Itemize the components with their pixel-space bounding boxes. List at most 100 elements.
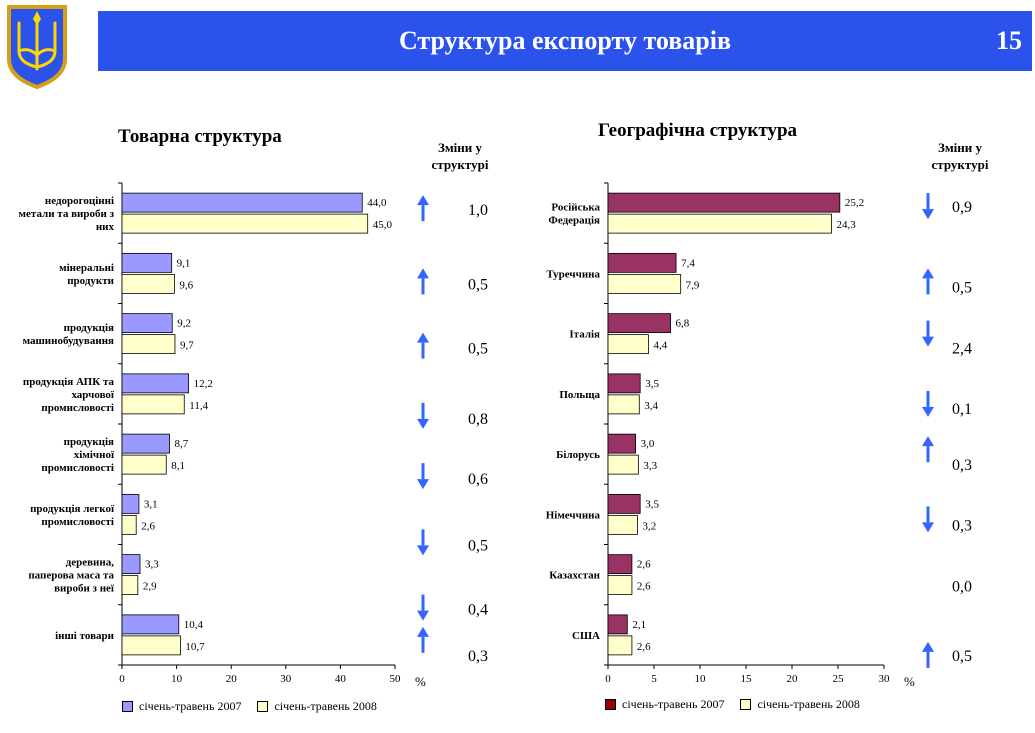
data-label-2008: 7,9 bbox=[686, 279, 700, 291]
x-tick-label: 5 bbox=[651, 673, 657, 685]
bar-2008 bbox=[607, 334, 649, 355]
arrow-head bbox=[417, 479, 429, 490]
x-tick-label: 25 bbox=[833, 673, 845, 685]
category-label: Казахстан bbox=[549, 570, 600, 582]
commodity-legend: січень-травень 2007 січень-травень 2008 bbox=[122, 699, 377, 714]
bar-2008 bbox=[121, 575, 139, 596]
data-label-2008: 2,9 bbox=[143, 581, 157, 593]
change-value: 1,0 bbox=[468, 202, 488, 219]
arrow-head bbox=[922, 406, 934, 417]
trident-emblem-icon bbox=[7, 5, 67, 89]
bar-2007 bbox=[121, 614, 180, 635]
category-label: продукція легкої промисловості bbox=[30, 503, 115, 528]
page-number: 15 bbox=[996, 26, 1022, 55]
change-value: 2,4 bbox=[952, 341, 972, 358]
x-tick-label: 20 bbox=[787, 673, 799, 685]
bar-2007 bbox=[121, 252, 173, 273]
change-value: 0,3 bbox=[468, 648, 488, 665]
x-unit-label: % bbox=[415, 674, 426, 689]
bar-2008 bbox=[121, 394, 185, 415]
arrow-head bbox=[922, 336, 934, 347]
legend-swatch-2008 bbox=[257, 701, 269, 712]
data-label-2008: 10,7 bbox=[185, 641, 205, 653]
data-label-2007: 3,0 bbox=[641, 438, 655, 450]
data-label-2007: 25,2 bbox=[845, 197, 864, 209]
change-value: 0,4 bbox=[468, 602, 488, 619]
change-value: 0,3 bbox=[952, 517, 972, 534]
bar-2007 bbox=[607, 433, 637, 454]
geo-legend: січень-травень 2007 січень-травень 2008 bbox=[605, 697, 860, 712]
category-label: Німеччина bbox=[546, 509, 601, 521]
change-value: 0,6 bbox=[468, 471, 488, 488]
data-label-2008: 8,1 bbox=[171, 460, 185, 472]
arrow-up-icon bbox=[417, 195, 429, 222]
arrow-down-icon bbox=[922, 193, 934, 220]
arrow-down-icon bbox=[417, 402, 429, 429]
change-value: 0,1 bbox=[952, 401, 972, 418]
data-label-2008: 9,7 bbox=[180, 340, 194, 352]
geographic-structure-chart: 0 5 10 15 20 25 30 % Російська Федерація 25,2 24,3 0… bbox=[546, 182, 972, 689]
bar-2007 bbox=[121, 192, 363, 213]
data-label-2008: 4,4 bbox=[653, 340, 667, 352]
data-label-2007: 3,1 bbox=[144, 498, 158, 510]
legend-label-2008: січень-травень 2008 bbox=[274, 699, 377, 713]
bar-2007 bbox=[607, 554, 633, 575]
bar-2008 bbox=[607, 273, 682, 294]
arrow-down-icon bbox=[922, 320, 934, 347]
commodity-changes-header: Зміни у структурі bbox=[431, 140, 489, 172]
change-value: 0,5 bbox=[952, 648, 972, 665]
data-label-2007: 3,5 bbox=[645, 378, 659, 390]
x-tick-label: 0 bbox=[119, 673, 125, 685]
bar-2008 bbox=[607, 454, 639, 475]
arrow-up-icon bbox=[417, 626, 429, 653]
category-label: Туреччина bbox=[546, 268, 600, 280]
arrow-head bbox=[417, 195, 429, 206]
category-label: продукція хімічної промисловості bbox=[41, 436, 115, 474]
category-label: Російська Федерація bbox=[548, 202, 600, 227]
arrow-head bbox=[922, 522, 934, 533]
legend-swatch-2007 bbox=[122, 701, 133, 712]
arrow-up-icon bbox=[417, 332, 429, 359]
bar-2007 bbox=[607, 614, 628, 635]
category-label: Польща bbox=[559, 389, 600, 401]
category-label: продукція машинобудування bbox=[23, 322, 114, 347]
data-label-2008: 3,2 bbox=[642, 520, 656, 532]
data-label-2008: 24,3 bbox=[837, 219, 857, 231]
bar-2007 bbox=[607, 373, 641, 394]
bar-2007 bbox=[121, 554, 141, 575]
arrow-head bbox=[417, 626, 429, 637]
category-label: недорогоцінні метали та вироби з них bbox=[19, 195, 115, 233]
x-tick-label: 50 bbox=[390, 673, 402, 685]
bar-2008 bbox=[607, 394, 640, 415]
arrow-up-icon bbox=[922, 641, 934, 668]
change-value: 0,9 bbox=[952, 199, 972, 216]
bar-2008 bbox=[121, 454, 167, 475]
bar-2007 bbox=[121, 313, 173, 334]
x-tick-label: 30 bbox=[280, 673, 292, 685]
bar-2008 bbox=[121, 213, 369, 234]
change-value: 0,0 bbox=[952, 579, 972, 596]
data-label-2007: 9,1 bbox=[177, 257, 191, 269]
category-label: деревина, паперова маса та вироби з неї bbox=[28, 557, 115, 595]
category-label: Білорусь bbox=[556, 449, 600, 461]
arrow-head bbox=[922, 641, 934, 652]
bar-2008 bbox=[121, 635, 181, 656]
data-label-2007: 12,2 bbox=[194, 378, 213, 390]
arrow-down-icon bbox=[417, 529, 429, 556]
x-tick-label: 15 bbox=[741, 673, 753, 685]
category-label: Італія bbox=[569, 329, 600, 341]
bar-2007 bbox=[607, 252, 677, 273]
arrow-head bbox=[922, 436, 934, 447]
x-tick-label: 30 bbox=[879, 673, 891, 685]
data-label-2008: 3,4 bbox=[644, 400, 658, 412]
data-label-2007: 8,7 bbox=[175, 438, 189, 450]
arrow-up-icon bbox=[417, 268, 429, 295]
data-label-2007: 6,8 bbox=[676, 318, 690, 330]
data-label-2007: 3,3 bbox=[145, 559, 159, 571]
legend-label-2007: січень-травень 2007 bbox=[622, 697, 725, 711]
bar-2008 bbox=[607, 514, 638, 535]
bar-2008 bbox=[121, 273, 175, 294]
data-label-2007: 10,4 bbox=[184, 619, 204, 631]
data-label-2008: 11,4 bbox=[189, 400, 208, 412]
arrow-down-icon bbox=[417, 463, 429, 490]
